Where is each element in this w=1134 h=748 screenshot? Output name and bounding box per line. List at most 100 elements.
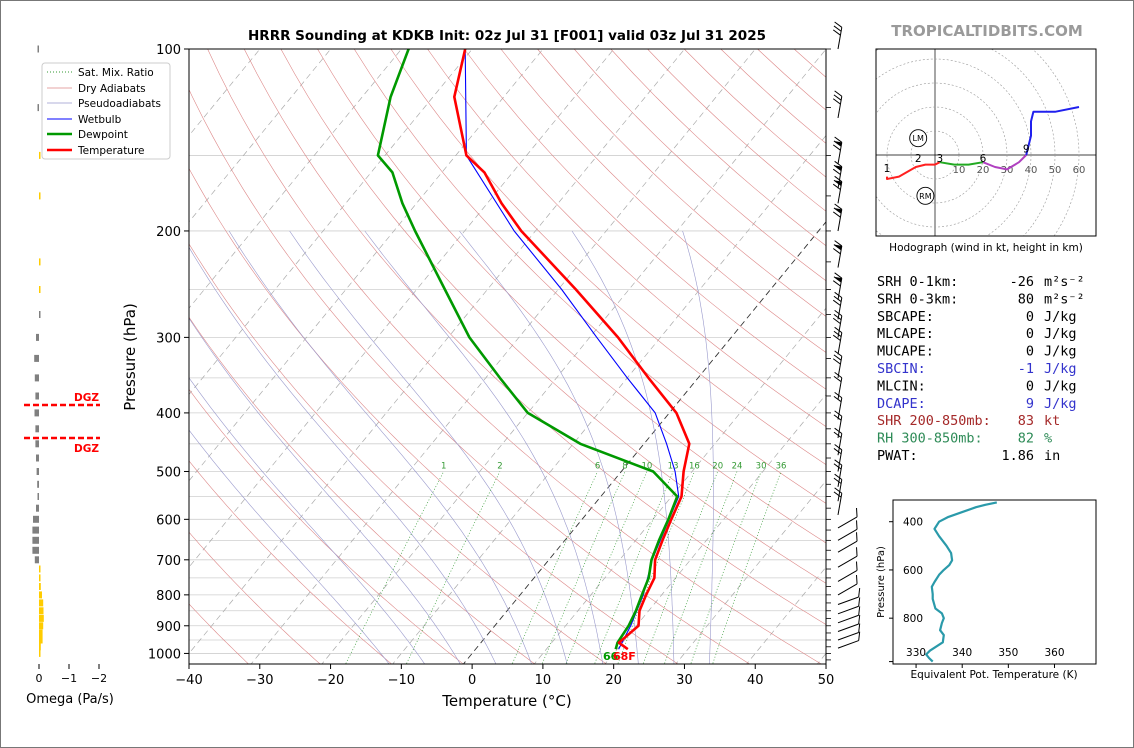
omega-bar <box>39 574 41 582</box>
isotherm-line <box>189 49 685 654</box>
omega-bar <box>39 583 41 590</box>
index-value: 83 <box>1018 413 1034 429</box>
mixing-ratio-label: 20 <box>712 462 723 472</box>
theta-e-line <box>925 501 998 663</box>
index-unit: J/kg <box>1044 396 1077 412</box>
omega-bar <box>32 526 39 534</box>
legend-label-mixratio: Sat. Mix. Ratio <box>78 67 154 79</box>
index-label: SBCAPE: <box>877 309 934 325</box>
hodograph-rings: 10 20 30 40 50 60 <box>876 49 1096 236</box>
wind-barb <box>833 444 843 472</box>
isotherm-line <box>189 49 544 482</box>
dry-adiabat-line <box>207 49 822 664</box>
hodo-height-label: 1 <box>884 163 891 175</box>
omega-bar <box>39 599 44 607</box>
omega-bar <box>39 629 43 637</box>
index-value: 82 <box>1018 431 1034 447</box>
mixing-ratio-label: 1 <box>441 462 446 472</box>
storm-motion-marker <box>909 129 928 148</box>
storm-motion-label: LM <box>913 134 924 143</box>
dry-adiabat-line <box>189 316 536 664</box>
storm-motion-label: RM <box>919 192 932 201</box>
index-unit: J/kg <box>1044 361 1077 377</box>
hodo-height-label: 9 <box>1023 144 1030 156</box>
hodo-height-label: 3 <box>936 153 943 165</box>
site-watermark: TROPICALTIDBITS.COM <box>891 22 1083 40</box>
theta-e-ylabel: Pressure (hPa) <box>876 546 887 618</box>
index-value: 80 <box>1018 291 1034 307</box>
index-label: DCAPE: <box>877 396 926 412</box>
index-value: 0 <box>1026 326 1034 342</box>
skewt-axes: −40 −30 −20 −10 0 10 20 30 40 50 100 200 300 400 500 60… <box>148 43 834 688</box>
dry-adiabat-line <box>500 49 826 353</box>
index-value: -26 <box>1010 274 1034 290</box>
legend-label-wetbulb: Wetbulb <box>78 114 122 126</box>
isotherm-line <box>250 49 756 664</box>
wind-barb <box>833 392 843 420</box>
wind-barb <box>837 597 861 615</box>
omega-bar <box>39 192 41 200</box>
omega-bar <box>32 546 39 554</box>
dry-adiabat-line <box>390 49 826 466</box>
omega-bar <box>36 504 39 512</box>
pseudoadiabat-line <box>228 230 532 664</box>
temperature-profile-line <box>453 49 691 651</box>
index-unit: J/kg <box>1044 309 1077 325</box>
mixing-ratio-line <box>594 471 674 664</box>
mixing-ratio-label: 8 <box>622 462 627 472</box>
hodo-height-label: 2 <box>915 153 922 165</box>
wind-barb <box>833 427 843 456</box>
omega-bar <box>39 636 43 644</box>
legend-label-temperature: Temperature <box>77 145 145 157</box>
wind-barb <box>837 631 861 649</box>
index-label: PWAT: <box>877 448 918 464</box>
wind-barb <box>832 175 843 204</box>
dry-adiabat-line <box>243 49 826 625</box>
skewt-profiles <box>376 49 691 651</box>
index-label: SRH 0-3km: <box>877 291 958 307</box>
hodo-ring <box>1031 49 1080 236</box>
isotherm-line <box>0 49 48 666</box>
hodo-ring <box>886 106 984 204</box>
index-value: 1.86 <box>1001 448 1034 464</box>
mixing-ratio-label: 16 <box>689 462 700 472</box>
wind-barb <box>837 588 861 605</box>
index-label: MLCAPE: <box>877 326 934 342</box>
wind-barb <box>837 520 858 541</box>
omega-bar <box>35 392 39 400</box>
theta-e-ytick-label: 400 <box>903 517 923 529</box>
theta-e-ytick-label: 600 <box>903 565 923 577</box>
legend-label-dewpoint: Dewpoint <box>78 129 128 141</box>
omega-bar <box>35 440 39 448</box>
wind-barb <box>832 90 843 118</box>
omega-bar <box>39 591 42 599</box>
wind-barb <box>832 240 843 268</box>
omega-tick-label-0: 0 <box>36 672 43 685</box>
omega-tick-label-1: −1 <box>61 672 77 685</box>
isotherm-line <box>392 134 826 664</box>
wind-barb <box>832 160 843 189</box>
skewt-ytick-label: 400 <box>156 407 181 422</box>
index-label: SBCIN: <box>877 361 926 377</box>
legend: Sat. Mix. Ratio Dry Adiabats Pseudoadiab… <box>41 62 171 160</box>
omega-bar <box>34 374 39 382</box>
isotherm-line <box>189 49 332 223</box>
dry-adiabat-line <box>537 49 826 317</box>
omega-bar <box>39 565 41 573</box>
wind-barb <box>837 574 858 596</box>
mixing-ratio-line <box>345 471 445 664</box>
omega-bar <box>39 649 41 657</box>
theta-e-xtick-label: 350 <box>998 647 1018 659</box>
index-unit: J/kg <box>1044 326 1077 342</box>
wind-barb <box>837 606 861 624</box>
isotherm-line <box>321 49 826 664</box>
omega-xlabel: Omega (Pa/s) <box>26 692 114 707</box>
wind-barb <box>837 561 858 582</box>
skewt-xtick-label: 20 <box>605 673 622 688</box>
index-label: RH 300-850mb: <box>877 431 983 447</box>
index-unit: J/kg <box>1044 378 1077 394</box>
wind-barb <box>833 372 843 400</box>
indices-table: SRH 0-1km: -26 m²s⁻² SRH 0-3km: 80 m²s⁻² SBCAP… <box>877 274 1085 464</box>
wind-barb <box>833 473 843 502</box>
